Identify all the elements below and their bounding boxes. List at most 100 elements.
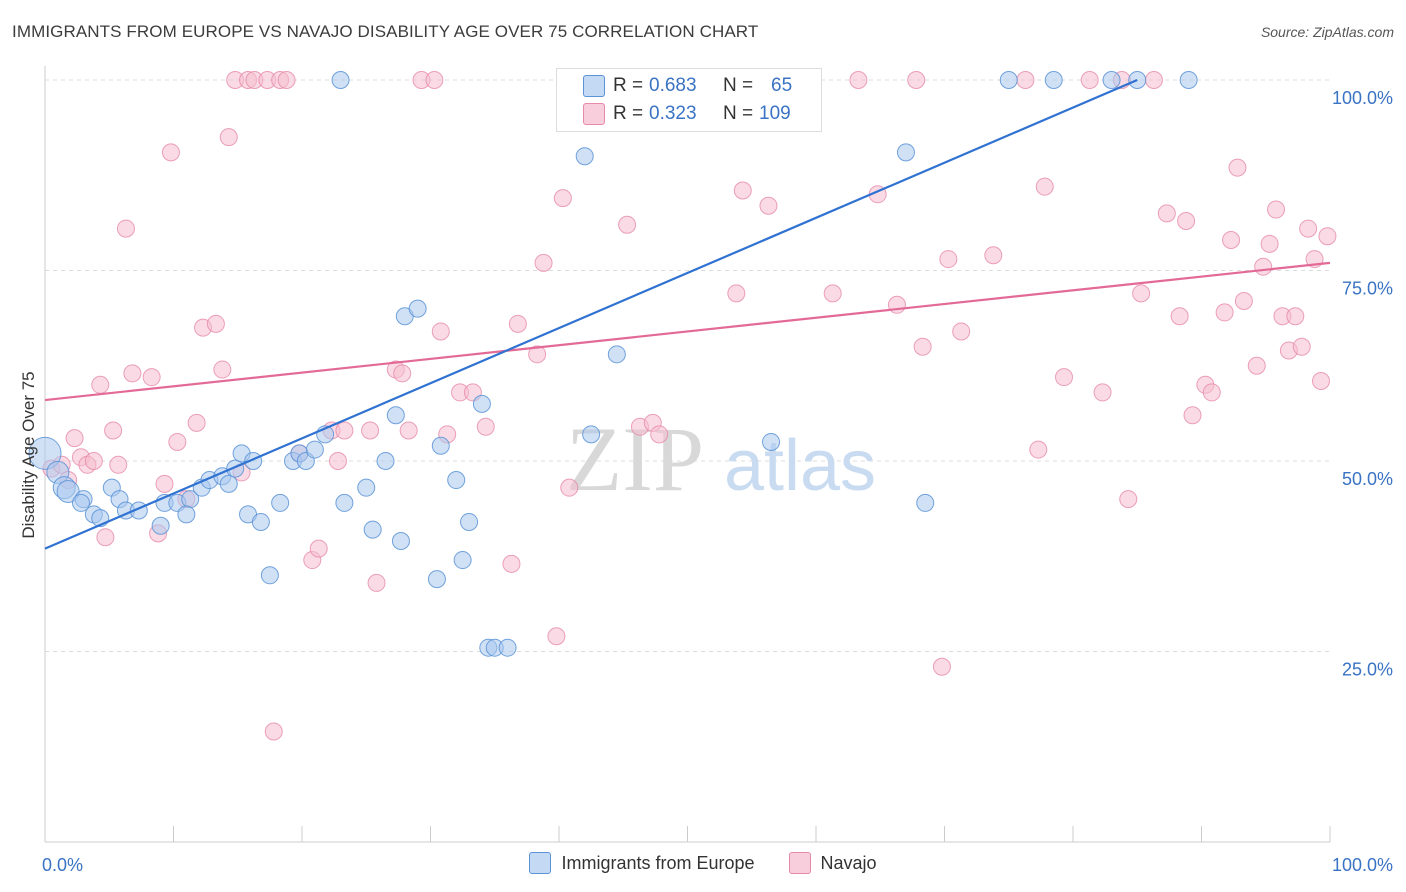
navajo-point [1170, 307, 1189, 326]
navajo-point [142, 368, 161, 387]
navajo-point [116, 219, 135, 238]
europe-point [472, 394, 491, 413]
r-label: R = [613, 103, 644, 124]
europe-point [1102, 71, 1121, 89]
trend-lines [44, 78, 1331, 550]
navajo-point [264, 722, 283, 741]
navajo-point [399, 421, 418, 440]
chart-title: IMMIGRANTS FROM EUROPE VS NAVAJO DISABIL… [12, 22, 759, 41]
navajo-point [952, 322, 971, 341]
navajo-point [1132, 284, 1151, 303]
europe-point [391, 532, 410, 551]
navajo-point [502, 554, 521, 573]
navajo-point [1292, 337, 1311, 356]
navajo-point [335, 421, 354, 440]
navajo-point [1215, 303, 1234, 322]
europe-point [251, 512, 270, 531]
navajo-point [393, 364, 412, 383]
europe-point [916, 493, 935, 512]
navajo-point [1254, 257, 1273, 276]
x-tick-label: 100.0% [1332, 855, 1393, 875]
navajo-point [1080, 71, 1099, 89]
europe-point [607, 345, 626, 364]
axes [44, 66, 1331, 843]
europe-point [331, 71, 350, 89]
europe-point [431, 436, 450, 455]
navajo-trend-line [44, 261, 1331, 402]
europe-point [575, 147, 594, 166]
legend-label-navajo: Navajo [820, 852, 877, 873]
navajo-point [328, 452, 347, 470]
navajo-point [1234, 291, 1253, 310]
europe-trend-line [44, 78, 1138, 550]
navajo-point [1260, 234, 1279, 253]
navajo-point [618, 215, 637, 234]
navajo-point [553, 189, 572, 208]
navajo-swatch [788, 852, 811, 874]
navajo-point [547, 627, 566, 646]
navajo-point [1318, 227, 1337, 246]
europe-point [376, 452, 395, 470]
navajo-point [91, 375, 110, 394]
europe-point [219, 474, 238, 493]
x-tick-label: 0.0% [42, 855, 83, 875]
europe-point [999, 71, 1018, 89]
navajo-point [727, 284, 746, 303]
navajo-point [913, 337, 932, 356]
navajo-point [187, 413, 206, 432]
y-tick-label: 75.0% [1342, 279, 1393, 299]
navajo-point [1299, 219, 1318, 238]
navajo-point [823, 284, 842, 303]
watermark: ZIP atlas [566, 408, 876, 510]
legend-item-navajo[interactable]: Navajo [788, 852, 877, 874]
navajo-point [1016, 71, 1035, 89]
europe-point [305, 440, 324, 459]
navajo-point [560, 478, 579, 497]
stats-row-pink: R = 0.323 N = 109 [557, 100, 821, 128]
navajo-point [1157, 204, 1176, 223]
y-axis-label: Disability Age Over 75 [19, 371, 38, 538]
blue-swatch [583, 75, 605, 97]
europe-point [453, 551, 472, 570]
navajo-point [650, 425, 669, 444]
navajo-point [1312, 371, 1331, 390]
y-tick-label: 50.0% [1342, 469, 1393, 489]
navajo-point [1183, 406, 1202, 425]
navajo-point [367, 573, 386, 592]
navajo-point [1202, 383, 1221, 402]
navajo-point [219, 128, 238, 147]
n-label: N = [723, 103, 754, 124]
europe-point [582, 425, 601, 444]
r-value: 0.323 [649, 103, 697, 124]
navajo-point [1286, 307, 1305, 326]
navajo-point [168, 432, 187, 451]
r-label: R = [613, 75, 644, 96]
navajo-point [1029, 440, 1048, 459]
r-value: 0.683 [649, 75, 697, 96]
navajo-point [733, 181, 752, 200]
europe-point [460, 512, 479, 531]
navajo-point [939, 250, 958, 269]
europe-point [151, 516, 170, 535]
navajo-point [759, 196, 778, 215]
europe-point [427, 570, 446, 589]
navajo-point [1093, 383, 1112, 402]
y-tick-label: 25.0% [1342, 660, 1393, 680]
y-tick-label: 100.0% [1332, 88, 1393, 108]
n-value: 65 [771, 75, 793, 96]
navajo-point [1119, 490, 1138, 509]
europe-swatch [529, 852, 552, 874]
navajo-point [1055, 368, 1074, 387]
navajo-point [109, 455, 128, 474]
europe-point [363, 520, 382, 539]
navajo-point [213, 360, 232, 379]
navajo-point [425, 71, 444, 89]
navajo-point [1222, 231, 1241, 250]
n-label: N = [723, 75, 754, 96]
navajo-point [104, 421, 123, 440]
navajo-point [155, 474, 174, 493]
navajo-point [1228, 158, 1247, 177]
navajo-point [206, 314, 225, 333]
legend-item-europe[interactable]: Immigrants from Europe [529, 852, 755, 874]
europe-point [896, 143, 915, 162]
